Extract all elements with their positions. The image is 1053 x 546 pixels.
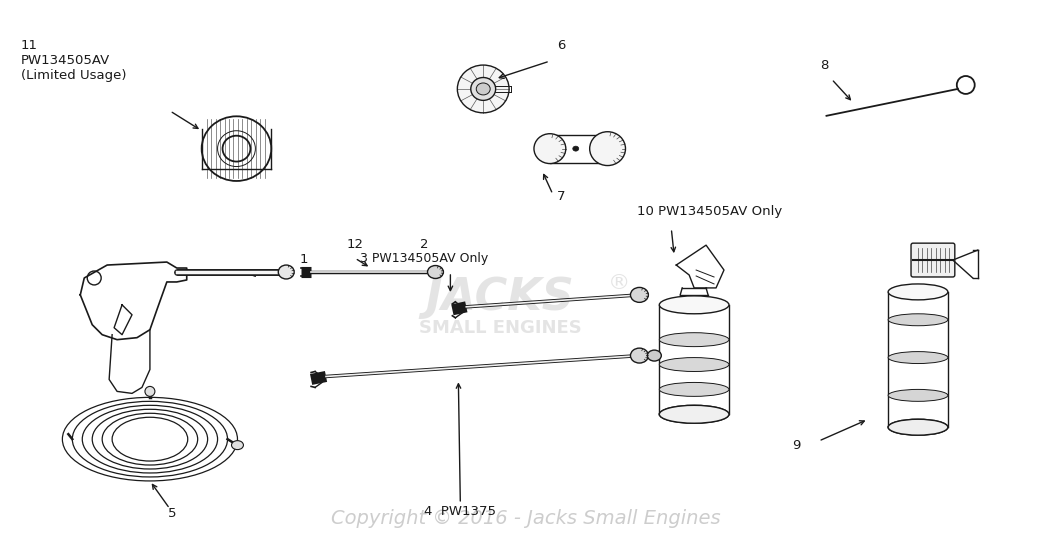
- Text: 6: 6: [557, 39, 565, 52]
- Ellipse shape: [631, 287, 649, 302]
- Text: 9: 9: [793, 439, 800, 452]
- Ellipse shape: [659, 405, 729, 423]
- FancyBboxPatch shape: [911, 243, 955, 277]
- Ellipse shape: [648, 350, 661, 361]
- Ellipse shape: [471, 78, 496, 100]
- Ellipse shape: [278, 265, 294, 279]
- Text: 10 PW134505AV Only: 10 PW134505AV Only: [637, 205, 782, 218]
- Ellipse shape: [428, 265, 443, 278]
- Ellipse shape: [590, 132, 625, 165]
- Text: 12: 12: [346, 238, 363, 251]
- Ellipse shape: [888, 389, 948, 401]
- Text: 7: 7: [557, 191, 565, 203]
- Ellipse shape: [534, 134, 565, 164]
- Text: JACKS: JACKS: [425, 276, 575, 319]
- Ellipse shape: [888, 352, 948, 364]
- Ellipse shape: [659, 296, 729, 314]
- Ellipse shape: [659, 358, 729, 371]
- Ellipse shape: [232, 441, 243, 449]
- Text: 3 PW134505AV Only: 3 PW134505AV Only: [360, 252, 489, 265]
- Text: Copyright © 2016 - Jacks Small Engines: Copyright © 2016 - Jacks Small Engines: [332, 509, 721, 528]
- Ellipse shape: [888, 284, 948, 300]
- Ellipse shape: [631, 348, 649, 363]
- Ellipse shape: [659, 405, 729, 423]
- Ellipse shape: [476, 83, 491, 95]
- Text: ®: ®: [609, 273, 631, 293]
- Text: 5: 5: [167, 507, 176, 520]
- Ellipse shape: [659, 382, 729, 396]
- Ellipse shape: [145, 387, 155, 396]
- Text: 4  PW1375: 4 PW1375: [424, 505, 496, 518]
- Ellipse shape: [888, 419, 948, 435]
- Text: 2: 2: [420, 238, 429, 251]
- Text: 8: 8: [820, 59, 829, 72]
- Ellipse shape: [888, 314, 948, 326]
- Ellipse shape: [457, 65, 509, 113]
- Ellipse shape: [573, 146, 579, 151]
- Text: SMALL ENGINES: SMALL ENGINES: [419, 319, 581, 337]
- Ellipse shape: [888, 419, 948, 435]
- Text: 1: 1: [300, 253, 309, 266]
- Ellipse shape: [659, 333, 729, 347]
- Text: 11
PW134505AV
(Limited Usage): 11 PW134505AV (Limited Usage): [21, 39, 126, 82]
